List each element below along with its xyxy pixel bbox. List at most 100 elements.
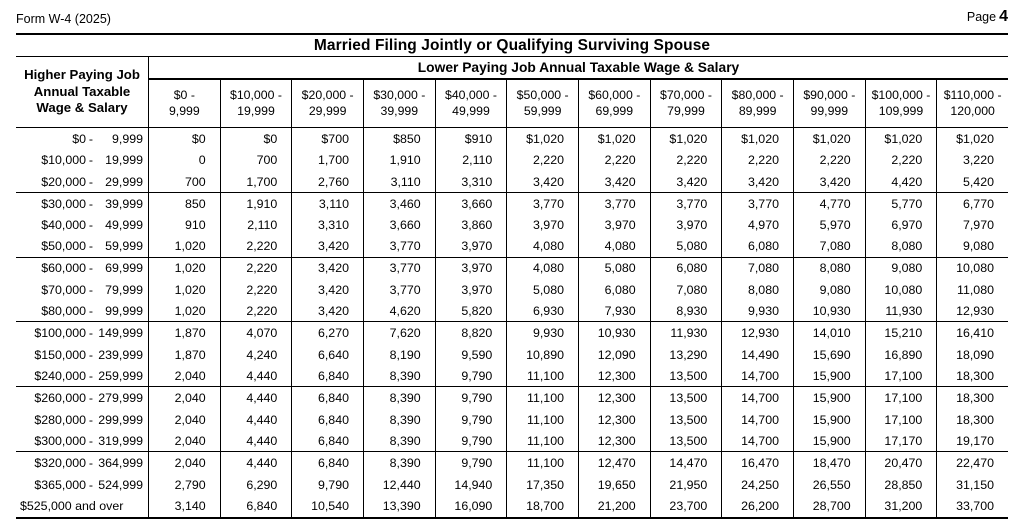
amount-cell: 9,790	[434, 408, 507, 431]
amount-cell: 14,700	[721, 430, 793, 453]
cell-text: $50,000 -	[516, 88, 569, 102]
amount-cell: 700	[148, 171, 220, 193]
amount-cell: 16,890	[864, 344, 937, 366]
amount-cell: 15,210	[864, 322, 937, 345]
amount-cell: 3,110	[291, 192, 363, 215]
cell-text: $300,000	[34, 433, 86, 448]
cell-text: 79,999	[667, 103, 705, 118]
amount-cell: 11,100	[506, 452, 578, 474]
amount-cell: 2,790	[148, 473, 220, 496]
cell-text: 279,999	[98, 391, 143, 406]
amount-cell: 3,420	[291, 257, 363, 280]
amount-cell: 10,080	[864, 279, 937, 301]
amount-cell: 9,790	[434, 452, 507, 474]
cell-text: 9,999	[111, 131, 143, 146]
amount-cell: 2,220	[219, 279, 292, 301]
amount-cell: 3,970	[577, 214, 650, 237]
amount-cell: 8,080	[792, 257, 865, 280]
amount-cell: 18,300	[936, 387, 1008, 409]
amount-cell: 18,470	[792, 452, 865, 474]
amount-cell: 8,080	[864, 236, 937, 258]
table-title: Married Filing Jointly or Qualifying Sur…	[313, 36, 711, 54]
amount-cell: 2,110	[219, 214, 292, 237]
amount-cell: 4,240	[219, 344, 292, 366]
cell-text: 49,999	[452, 103, 490, 118]
amount-cell: 31,150	[936, 473, 1008, 496]
amount-cell: 12,930	[936, 300, 1008, 323]
amount-cell: 17,350	[506, 473, 578, 496]
row-label-cell: $20,000-29,999	[16, 171, 148, 193]
row-label-cell: $260,000-279,999	[16, 387, 148, 409]
cell-text: -	[88, 283, 94, 298]
amount-cell: 22,470	[936, 452, 1008, 474]
amount-cell: 7,930	[577, 300, 650, 323]
amount-cell: 26,550	[792, 473, 865, 496]
cell-text: $80,000	[41, 304, 86, 319]
row-axis-title-line3: Wage & Salary	[36, 100, 128, 116]
amount-cell: $0	[148, 128, 220, 150]
cell-text: $10,000 -	[230, 88, 282, 102]
amount-cell: $1,020	[649, 128, 722, 150]
amount-cell: 6,770	[936, 192, 1008, 215]
row-label-cell: $320,000-364,999	[16, 452, 148, 474]
cell-text: -	[88, 304, 94, 319]
amount-cell: 14,700	[721, 387, 793, 409]
amount-cell: 9,080	[864, 257, 937, 280]
amount-cell: 18,090	[936, 344, 1008, 366]
row-axis-title-line1: Higher Paying Job	[24, 67, 140, 83]
amount-cell: 3,970	[649, 214, 722, 237]
amount-cell: 10,080	[936, 257, 1008, 280]
cell-text: -	[88, 455, 94, 470]
cell-text: -	[88, 218, 94, 233]
amount-cell: 13,500	[649, 408, 722, 431]
cell-text: 299,999	[98, 412, 143, 427]
cell-text: 120,000	[950, 103, 995, 118]
amount-cell: 12,300	[577, 387, 650, 409]
cell-text: -	[88, 196, 94, 211]
amount-cell: 7,080	[721, 257, 793, 280]
cell-text: $70,000	[41, 283, 86, 298]
cell-text: $20,000	[41, 174, 86, 189]
cell-text: $20,000 -	[301, 88, 354, 102]
amount-cell: 12,470	[577, 452, 650, 474]
amount-cell: 15,900	[792, 365, 865, 388]
cell-text: $100,000 -	[871, 88, 931, 102]
amount-cell: 3,770	[649, 192, 722, 215]
amount-cell: 3,310	[291, 214, 363, 237]
amount-cell: 3,420	[792, 171, 865, 193]
amount-cell: 6,080	[577, 279, 650, 301]
amount-cell: 3,420	[291, 236, 363, 258]
amount-cell: 5,770	[864, 192, 937, 215]
amount-cell: 6,840	[291, 365, 363, 388]
cell-text: 19,999	[105, 153, 143, 168]
amount-cell: 4,420	[864, 171, 937, 193]
amount-cell: 13,500	[649, 430, 722, 453]
amount-cell: $1,020	[864, 128, 937, 150]
cell-text: $525,000 and over	[20, 499, 124, 514]
amount-cell: 2,040	[148, 365, 220, 388]
row-label-cell: $80,000-99,999	[16, 301, 148, 323]
cell-text: $50,000	[41, 239, 86, 254]
cell-text: $100,000	[34, 326, 86, 341]
amount-cell: 1,910	[219, 192, 292, 215]
row-label-cell: $40,000-49,999	[16, 214, 148, 236]
amount-cell: 8,390	[362, 387, 435, 409]
amount-cell: 2,220	[219, 300, 292, 323]
amount-cell: 3,770	[362, 279, 435, 301]
cell-text: $0	[72, 131, 86, 146]
cell-text: $110,000 -	[943, 88, 1002, 102]
amount-cell: 3,970	[434, 236, 507, 258]
amount-cell: 14,490	[721, 344, 793, 366]
amount-cell: 7,080	[649, 279, 722, 301]
amount-cell: 1,700	[219, 171, 292, 193]
cell-text: -	[88, 477, 94, 492]
amount-cell: 3,420	[506, 171, 578, 193]
column-header-cell: $50,000 -59,999	[506, 80, 578, 128]
cell-text: $30,000 -	[373, 88, 426, 102]
amount-cell: 13,500	[649, 387, 722, 409]
cell-text: -	[88, 326, 94, 341]
amount-cell: 6,840	[291, 387, 363, 409]
cell-text: 319,999	[98, 433, 143, 448]
amount-cell: 9,080	[792, 279, 865, 301]
column-header-cell: $70,000 -79,999	[649, 80, 722, 128]
